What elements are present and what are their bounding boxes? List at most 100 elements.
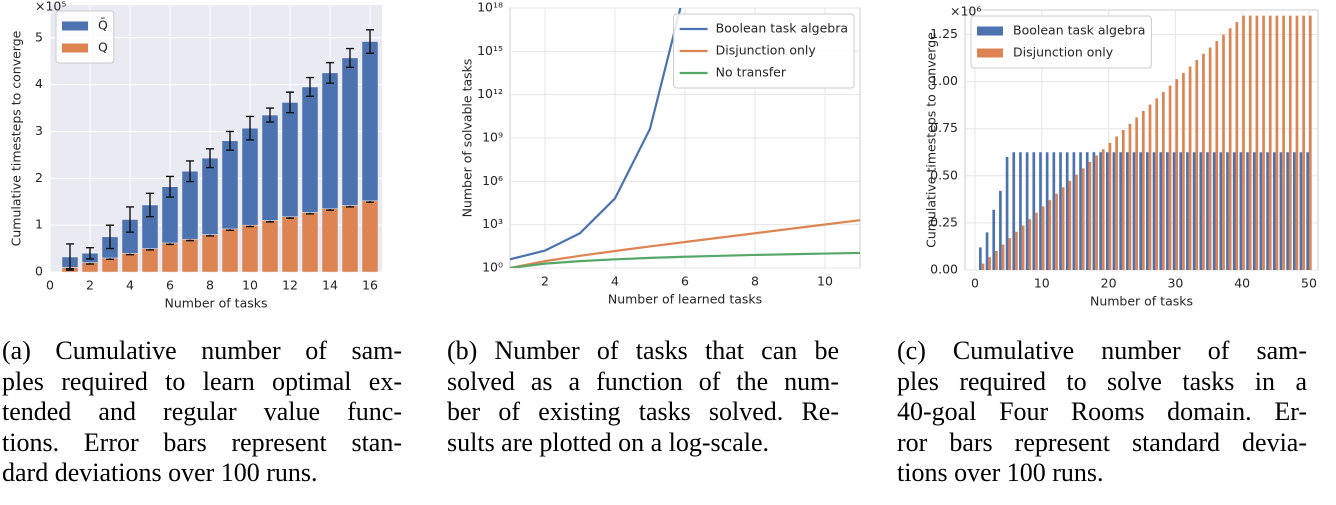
y-tick-label: 1.25 <box>930 26 958 41</box>
bar <box>981 263 985 270</box>
bar <box>985 232 989 270</box>
bar <box>1021 225 1025 270</box>
bar <box>1272 152 1276 270</box>
bar <box>1079 152 1082 270</box>
error-bar <box>166 175 174 198</box>
x-tick-label: 10 <box>242 278 258 293</box>
bar <box>1085 152 1089 270</box>
bar <box>241 224 259 273</box>
bar <box>321 208 339 273</box>
bar <box>1302 15 1305 270</box>
bar <box>341 57 359 206</box>
bar <box>1081 168 1085 270</box>
bar <box>1112 152 1116 270</box>
caption-line: ber of existing tasks solved. Re- <box>447 397 839 426</box>
y-tick-label: 10⁰ <box>482 260 503 275</box>
y-tick-label: 0 <box>35 264 43 279</box>
error-bar <box>346 47 354 68</box>
bar <box>1121 130 1125 270</box>
chart: 0.00 0.25 0.50 0.75 1.00 1.25 0 10 20 30 40 50 Numbe… <box>924 4 1319 309</box>
bar <box>979 247 982 270</box>
bar <box>1008 238 1012 270</box>
x-tick-label: 2 <box>541 274 549 289</box>
bar <box>1195 60 1199 271</box>
bar <box>1032 152 1036 270</box>
bar <box>221 228 239 273</box>
legend-box <box>673 13 855 89</box>
error-bar <box>366 29 374 54</box>
x-tick-label: 6 <box>681 274 689 289</box>
bar <box>1128 123 1132 270</box>
bar <box>1012 152 1016 270</box>
error-bar <box>186 160 194 183</box>
caption-line: (a) Cumulative number of sam- <box>2 336 402 365</box>
caption-line: sults are plotted on a log-scale. <box>447 427 770 457</box>
y-tick-label: 1 <box>35 217 43 232</box>
bar <box>1168 85 1172 271</box>
bar <box>1182 72 1185 270</box>
caption-line: 40-goal Four Rooms domain. Er- <box>897 397 1307 426</box>
bar <box>1108 142 1112 270</box>
y-tick-label: 2 <box>35 170 43 185</box>
bar <box>1092 152 1096 270</box>
legend-label: Boolean task algebra <box>716 21 848 36</box>
bar <box>1242 15 1245 270</box>
chart: 10⁰ 10³ 10⁶ 10⁹ 10¹² 10¹⁵ 10¹⁸ 2 4 6 8 10 Number of … <box>460 0 861 307</box>
bar <box>1252 152 1256 270</box>
x-tick-label: 50 <box>1301 276 1317 291</box>
bar <box>221 140 239 230</box>
bar <box>161 242 179 273</box>
bar <box>1299 152 1303 270</box>
legend-swatch <box>977 26 1003 36</box>
bar <box>1132 152 1136 270</box>
caption-c: (c) Cumulative number of sam-ples requir… <box>897 336 1307 489</box>
bar <box>1235 22 1239 271</box>
error-bar <box>306 76 314 98</box>
legend-swatch <box>62 43 88 53</box>
bar <box>1052 152 1056 270</box>
bar <box>321 72 339 210</box>
bar <box>1075 174 1078 270</box>
bar <box>1288 15 1292 270</box>
bar <box>1101 149 1105 270</box>
bar <box>999 190 1002 270</box>
bar <box>1105 152 1109 270</box>
bar <box>1155 98 1159 270</box>
error-bar <box>266 107 274 123</box>
bar <box>1292 152 1296 270</box>
y-tick-label: 0.25 <box>930 214 958 229</box>
bar <box>1208 47 1212 270</box>
x-tick-label: 4 <box>126 278 134 293</box>
bar <box>1068 180 1072 270</box>
bar <box>1152 152 1156 270</box>
bar <box>361 41 379 202</box>
bar <box>1139 152 1143 270</box>
caption-line: tions over 100 runs. <box>897 458 1104 487</box>
bar <box>1142 110 1145 270</box>
bar <box>1219 152 1223 270</box>
bar <box>992 209 996 270</box>
error-bar <box>246 115 254 141</box>
bar <box>1088 161 1092 270</box>
legend-label: Boolean task algebra <box>1013 23 1145 38</box>
bar <box>1148 104 1152 270</box>
bar <box>1162 91 1165 271</box>
y-axis-label: Number of solvable tasks <box>460 59 475 218</box>
bar <box>1039 152 1042 270</box>
bar <box>261 220 279 273</box>
y-tick-label: 0.75 <box>930 120 958 135</box>
bar <box>141 248 159 273</box>
bar <box>1159 152 1163 270</box>
y-multiplier: ×10⁵ <box>35 0 66 14</box>
bar <box>1059 152 1062 270</box>
bar <box>261 114 279 221</box>
legend-label: No transfer <box>716 65 787 80</box>
bar <box>1099 152 1102 270</box>
legend-label: Disjunction only <box>716 43 817 58</box>
bar <box>1199 152 1203 270</box>
bar <box>281 102 299 217</box>
bar <box>1035 212 1038 270</box>
bar <box>1186 152 1189 270</box>
